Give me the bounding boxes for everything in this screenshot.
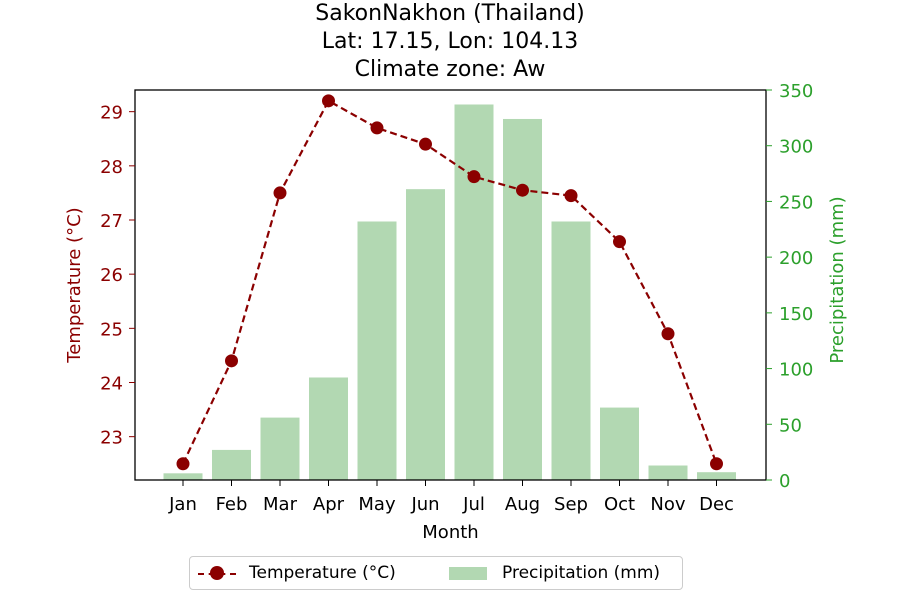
- right-tick-label-250: 250: [779, 192, 813, 213]
- precipitation-bar-aug: [503, 118, 542, 480]
- temperature-point-apr: [322, 94, 335, 108]
- x-axis-label: Month: [422, 522, 478, 543]
- left-tick-label-23: 23: [100, 428, 123, 449]
- left-tick-label-27: 27: [100, 211, 123, 232]
- left-tick-label-29: 29: [100, 103, 123, 124]
- legend-temperature-label: Temperature (°C): [249, 563, 396, 583]
- title-line-3: Climate zone: Aw: [354, 57, 546, 82]
- precipitation-bar-apr: [309, 377, 348, 480]
- legend-precipitation-label: Precipitation (mm): [502, 563, 661, 583]
- right-tick-label-100: 100: [779, 360, 813, 381]
- right-tick-label-50: 50: [779, 415, 802, 436]
- left-tick-label-28: 28: [100, 157, 123, 178]
- right-tick-label-150: 150: [779, 304, 813, 325]
- precipitation-bar-oct: [600, 407, 639, 480]
- precipitation-bar-jun: [406, 189, 445, 480]
- temperature-point-nov: [661, 327, 675, 341]
- precipitation-bar-mar: [260, 417, 300, 480]
- right-tick-label-200: 200: [779, 248, 813, 269]
- x-tick-label-sep: Sep: [554, 494, 588, 515]
- plot-frame: [134, 89, 767, 481]
- temperature-line: [182, 99, 718, 465]
- title-line-2: Lat: 17.15, Lon: 104.13: [321, 29, 579, 54]
- temperature-point-may: [370, 121, 384, 135]
- right-tick-label-0: 0: [779, 471, 790, 492]
- temperature-point-mar: [273, 186, 287, 200]
- legend: Temperature (°C) Precipitation (mm): [189, 556, 683, 590]
- temperature-point-feb: [225, 354, 238, 368]
- precipitation-bar-dec: [697, 472, 736, 480]
- x-tick-label-aug: Aug: [505, 494, 540, 515]
- x-tick-label-mar: Mar: [263, 494, 298, 515]
- left-tick-label-24: 24: [100, 374, 123, 395]
- x-tick-label-apr: Apr: [313, 494, 345, 515]
- x-tick-label-jun: Jun: [410, 494, 439, 515]
- x-tick-label-nov: Nov: [650, 494, 685, 515]
- left-tick-label-26: 26: [100, 265, 123, 286]
- temperature-point-dec: [710, 457, 723, 471]
- precipitation-bar-may: [357, 221, 397, 480]
- title-line-1: SakonNakhon (Thailand): [315, 1, 585, 26]
- right-axis-label: Precipitation (mm): [827, 196, 848, 363]
- x-tick-label-jan: Jan: [168, 494, 197, 515]
- legend-temperature-marker: [210, 566, 224, 580]
- right-tick-label-350: 350: [779, 81, 813, 102]
- x-tick-label-jul: Jul: [462, 494, 485, 515]
- x-tick-label-feb: Feb: [216, 494, 248, 515]
- left-axis-label: Temperature (°C): [64, 207, 85, 363]
- x-tick-label-may: May: [358, 494, 396, 515]
- x-tick-label-oct: Oct: [604, 494, 635, 515]
- precipitation-bar-jul: [454, 104, 494, 480]
- temperature-point-aug: [516, 183, 529, 197]
- precipitation-bar-jan: [163, 473, 203, 480]
- x-tick-label-dec: Dec: [699, 494, 734, 515]
- precipitation-bar-sep: [551, 221, 591, 480]
- right-tick-label-300: 300: [779, 137, 813, 158]
- precipitation-bar-nov: [648, 465, 688, 480]
- temperature-point-oct: [613, 235, 626, 249]
- temperature-point-sep: [564, 189, 578, 203]
- temperature-point-jun: [419, 137, 432, 151]
- temperature-point-jan: [176, 457, 190, 471]
- precipitation-bar-feb: [212, 449, 251, 480]
- left-tick-label-25: 25: [100, 319, 123, 340]
- temperature-point-jul: [467, 170, 481, 184]
- legend-precipitation-swatch: [449, 567, 487, 580]
